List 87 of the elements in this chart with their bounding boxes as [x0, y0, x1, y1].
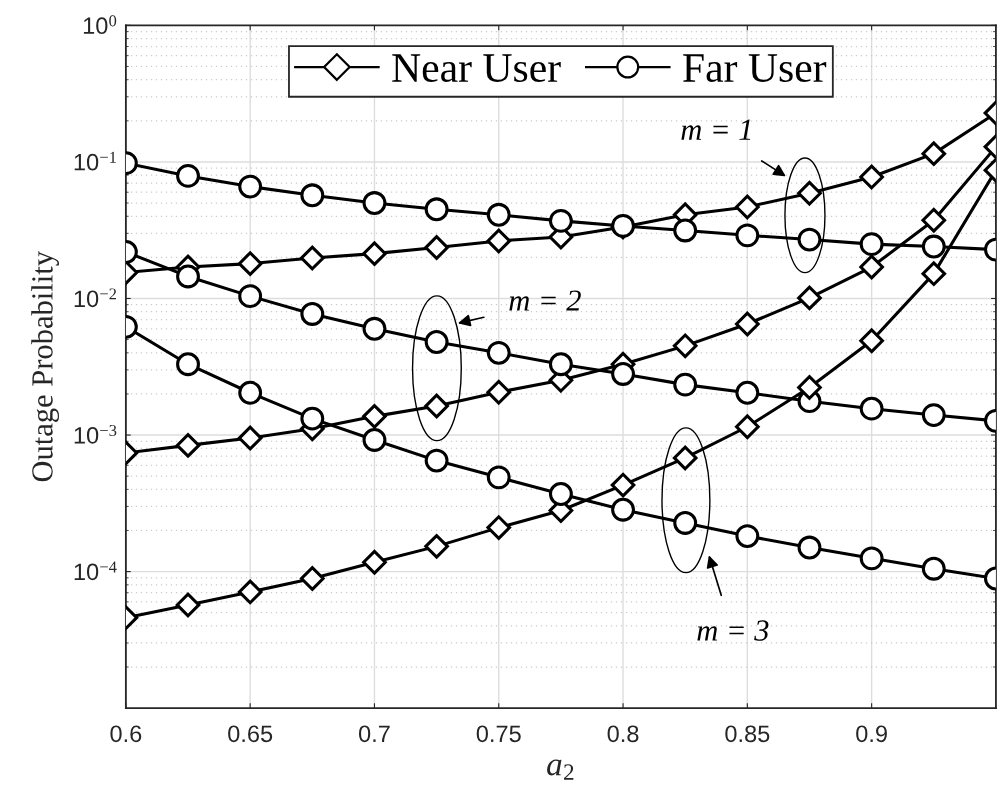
point [735, 524, 760, 549]
point [672, 445, 698, 471]
point [610, 472, 636, 498]
point [362, 191, 387, 215]
point [797, 375, 822, 400]
point [424, 330, 449, 354]
point [362, 241, 387, 266]
x-tick-label: 0.65 [228, 725, 273, 743]
point [611, 497, 635, 522]
point [859, 396, 884, 421]
point [672, 333, 698, 359]
point [300, 183, 325, 208]
point [299, 566, 325, 591]
point [735, 380, 760, 405]
point [424, 197, 449, 222]
point [921, 556, 946, 581]
point [237, 425, 263, 451]
point [362, 404, 387, 429]
point [424, 393, 449, 419]
x-tick-label: 0.7 [358, 725, 390, 743]
point [673, 511, 698, 535]
x-tick-label: 0.85 [725, 725, 770, 743]
point [424, 534, 449, 559]
point [362, 316, 387, 341]
point [921, 261, 947, 286]
point [424, 448, 449, 473]
x-axis-title: a$_{2}$ [547, 759, 574, 780]
point [237, 251, 263, 276]
point [859, 546, 884, 571]
point [859, 254, 884, 280]
y-tick-label: 10$^{−1}$ [74, 151, 116, 171]
legend-label: Far User [683, 54, 827, 83]
point [175, 592, 201, 618]
point [176, 352, 200, 377]
point [921, 141, 947, 166]
point [486, 228, 512, 254]
point [859, 164, 884, 190]
point [548, 482, 573, 506]
point [300, 406, 325, 431]
y-tick-label: 10$^{−4}$ [74, 561, 117, 581]
point [238, 284, 263, 309]
point [797, 227, 822, 252]
legend-label: Near User [392, 54, 561, 83]
point [859, 232, 884, 257]
y-axis-title: Outage Probability [31, 251, 60, 482]
point [921, 234, 946, 259]
annotation: m = 1 [681, 119, 751, 140]
x-tick-label: 0.75 [476, 725, 521, 743]
point [237, 579, 263, 605]
point [299, 245, 325, 271]
y-tick-label: 10$^{−2}$ [74, 288, 117, 308]
point [238, 174, 263, 199]
annotation: m = 3 [697, 620, 769, 641]
x-tick-label: 0.9 [856, 725, 887, 743]
point [486, 515, 512, 540]
y-tick-label: 10$^{−3}$ [74, 424, 117, 444]
y-tick-label: 10$^{0}$ [83, 15, 117, 35]
point [735, 414, 760, 440]
x-tick-label: 0.6 [110, 725, 142, 743]
point [673, 218, 698, 243]
point [175, 433, 201, 458]
point [921, 403, 946, 428]
point [673, 372, 698, 397]
point [735, 194, 760, 220]
point [548, 208, 573, 233]
point [735, 311, 760, 337]
point [797, 285, 822, 311]
point [486, 465, 511, 490]
point [362, 549, 387, 575]
x-tick-label: 0.8 [607, 725, 639, 743]
point [735, 223, 760, 248]
point [797, 180, 822, 206]
point [362, 428, 387, 452]
point [176, 264, 200, 289]
point [486, 379, 512, 405]
point [797, 535, 822, 560]
point [424, 235, 449, 260]
point [300, 302, 325, 326]
point [921, 207, 947, 233]
point [486, 202, 511, 227]
point [486, 340, 511, 365]
annotation: m = 2 [509, 290, 581, 311]
point [238, 380, 263, 405]
point [611, 362, 635, 386]
point [548, 352, 573, 377]
point [176, 163, 200, 188]
point [859, 328, 884, 354]
